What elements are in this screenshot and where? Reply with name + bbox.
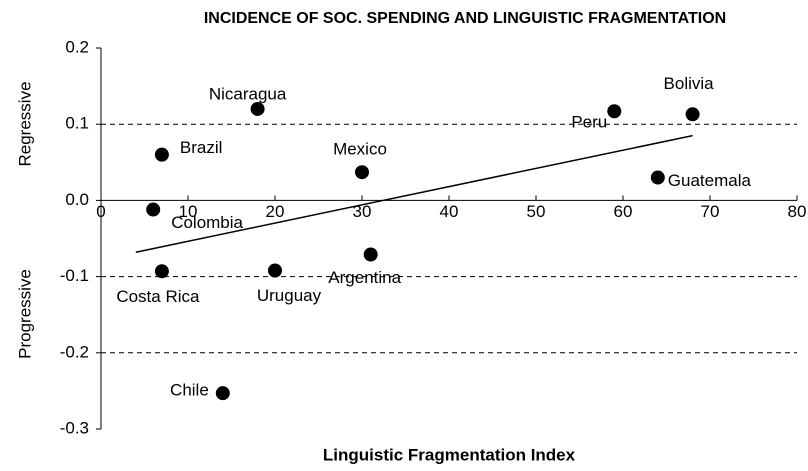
y-tick-label: 0.1 — [65, 114, 89, 133]
x-tick-label: 40 — [440, 202, 459, 221]
point-label: Guatemala — [668, 171, 752, 190]
x-tick-label: 30 — [353, 202, 372, 221]
y-tick-label: 0.2 — [65, 37, 89, 56]
trendline — [135, 134, 693, 253]
point — [154, 147, 169, 162]
point-label: Bolivia — [664, 74, 715, 93]
point — [607, 104, 622, 119]
point-label: Peru — [571, 113, 607, 132]
point — [146, 202, 161, 217]
x-tick-label: 70 — [701, 202, 720, 221]
y-tick-label: 0.0 — [65, 190, 89, 209]
point-label: Costa Rica — [116, 287, 200, 306]
point-label: Brazil — [180, 138, 223, 157]
x-tick-label: 0 — [96, 202, 105, 221]
chart-title: INCIDENCE OF SOC. SPENDING AND LINGUISTI… — [204, 10, 726, 27]
y-annotation: Progressive — [15, 269, 34, 359]
point-label: Argentina — [328, 268, 401, 287]
point — [268, 263, 282, 278]
y-tick-label: -0.3 — [60, 418, 89, 437]
point — [355, 165, 369, 180]
point-label: Mexico — [333, 140, 387, 159]
point-label: Nicaragua — [209, 84, 287, 103]
x-tick-label: 60 — [614, 202, 633, 221]
x-tick-label: 50 — [527, 202, 546, 221]
point-label: Uruguay — [257, 286, 322, 305]
point — [685, 107, 700, 122]
point — [154, 264, 169, 279]
x-tick-label: 10 — [179, 202, 198, 221]
x-axis-label: Linguistic Fragmentation Index — [323, 445, 576, 464]
point — [215, 386, 230, 401]
y-annotation: Regressive — [15, 81, 34, 166]
point — [250, 101, 265, 116]
point-label: Colombia — [171, 213, 243, 232]
point-label: Chile — [170, 381, 209, 400]
y-tick-label: -0.1 — [60, 266, 89, 285]
point — [650, 170, 665, 185]
point — [363, 247, 378, 262]
x-tick-label: 80 — [788, 202, 807, 221]
x-tick-label: 20 — [266, 202, 285, 221]
y-tick-label: -0.2 — [60, 342, 89, 361]
